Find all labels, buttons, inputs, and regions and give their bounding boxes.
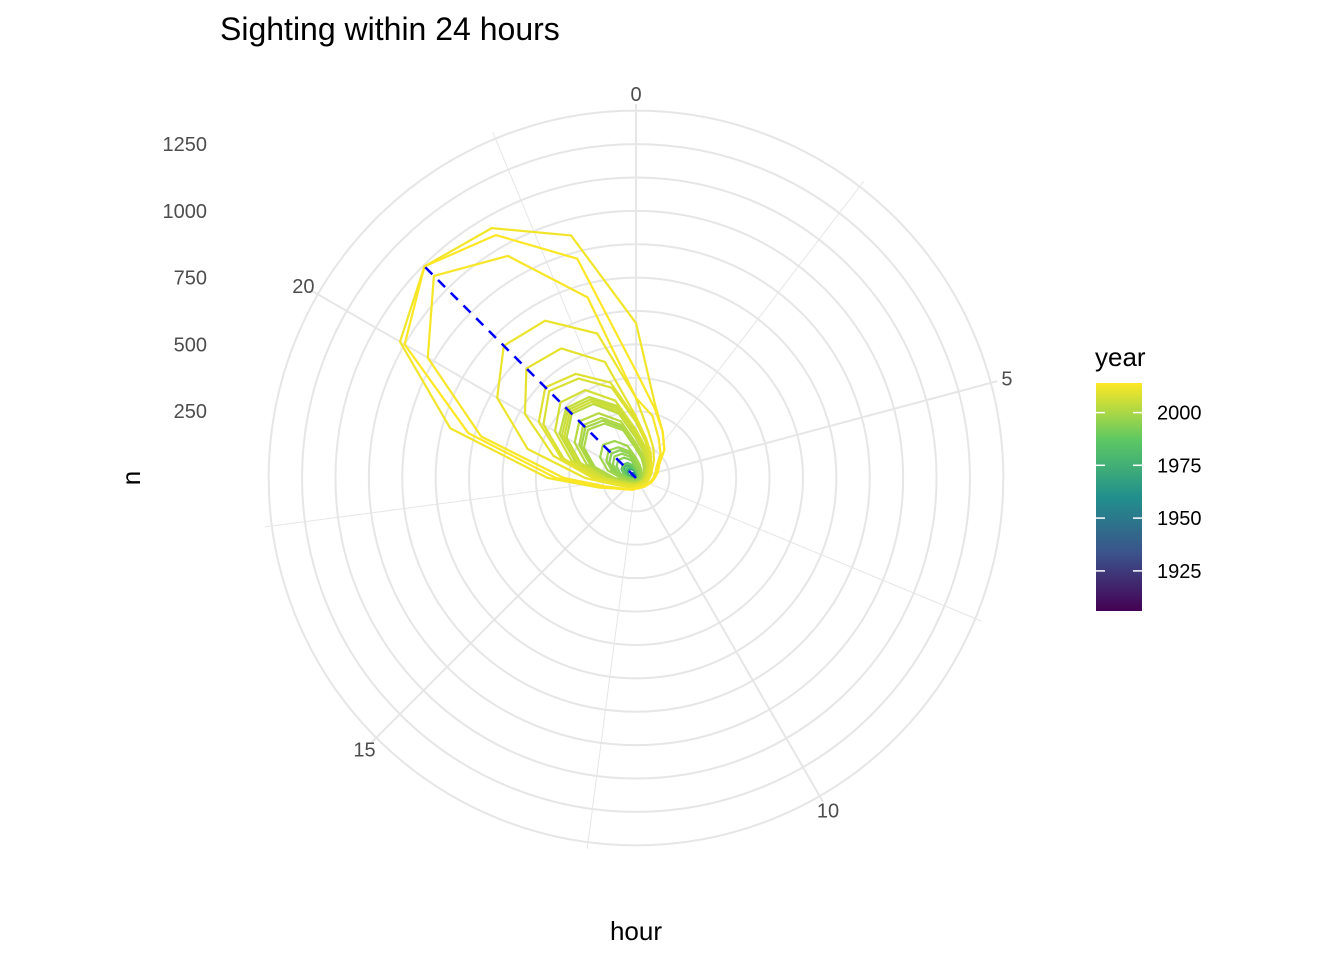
hour-tick-label: 10: [817, 801, 839, 823]
hour-tick-label: 15: [353, 740, 375, 762]
x-axis-title: hour: [610, 916, 662, 946]
peak-line-group: [423, 265, 637, 479]
legend-title: year: [1095, 342, 1146, 372]
n-tick-label: 500: [174, 334, 207, 356]
legend-tick-label: 1950: [1157, 508, 1202, 530]
grid-spoke: [635, 180, 865, 479]
legend-tick-label: 1925: [1157, 561, 1202, 583]
grid-spoke: [370, 477, 637, 744]
hour-tick-label: 20: [292, 276, 314, 298]
grid-spoke: [635, 477, 824, 803]
hour-tick-label: 0: [630, 84, 641, 106]
y-axis-title: n: [116, 471, 146, 485]
legend-colorbar: [1096, 383, 1142, 611]
hour-tick-label: 5: [1001, 369, 1012, 391]
grid-spoke: [635, 380, 998, 479]
series-line-2011: [496, 319, 656, 489]
grid-spoke: [492, 132, 637, 479]
legend-tick-label: 1975: [1157, 455, 1202, 477]
peak-dashed-line: [423, 265, 637, 479]
n-tick-labels: 250 500 750 1000 1250: [163, 134, 208, 423]
grid-spoke: [586, 477, 637, 849]
n-tick-label: 1250: [163, 134, 208, 156]
n-tick-label: 250: [174, 401, 207, 423]
legend-tick-label: 2000: [1157, 403, 1202, 425]
grid-spoke: [265, 477, 637, 528]
n-tick-label: 1000: [163, 201, 208, 223]
year-legend: year 1925 1950 1975 2000: [1095, 342, 1202, 611]
year-series-lines: [398, 227, 666, 491]
grid-spoke: [635, 477, 982, 622]
polar-grid: [265, 104, 1005, 849]
n-tick-label: 750: [174, 268, 207, 290]
series-line-1998: [599, 439, 643, 482]
series-line-2014: [403, 233, 666, 491]
hour-tick-labels: 0 5 10 15 20: [292, 84, 1012, 823]
chart-title: Sighting within 24 hours: [220, 11, 560, 47]
